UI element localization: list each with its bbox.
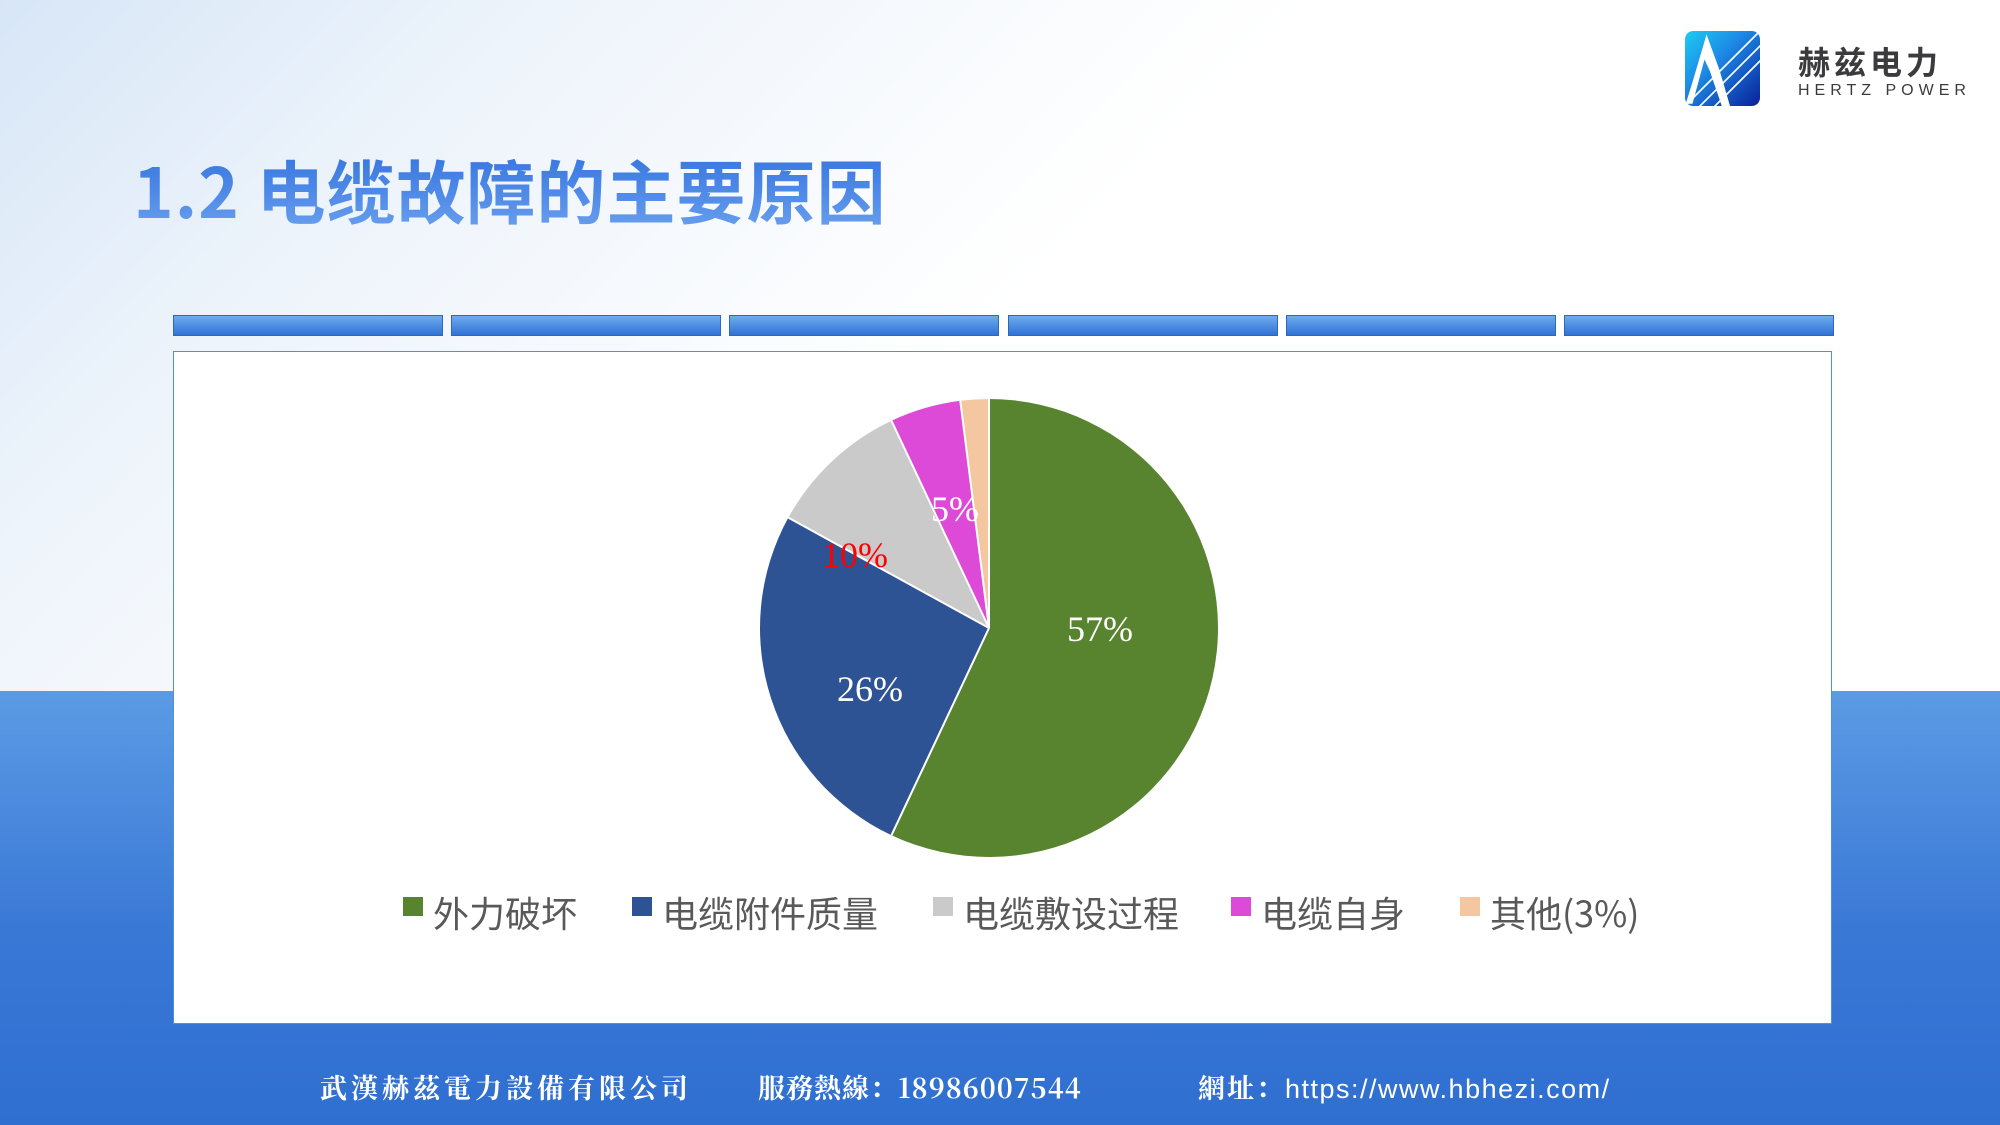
svg-text:5%: 5% (931, 489, 979, 529)
svg-text:26%: 26% (837, 669, 903, 709)
svg-text:57%: 57% (1067, 609, 1133, 649)
svg-text:10%: 10% (822, 535, 888, 575)
